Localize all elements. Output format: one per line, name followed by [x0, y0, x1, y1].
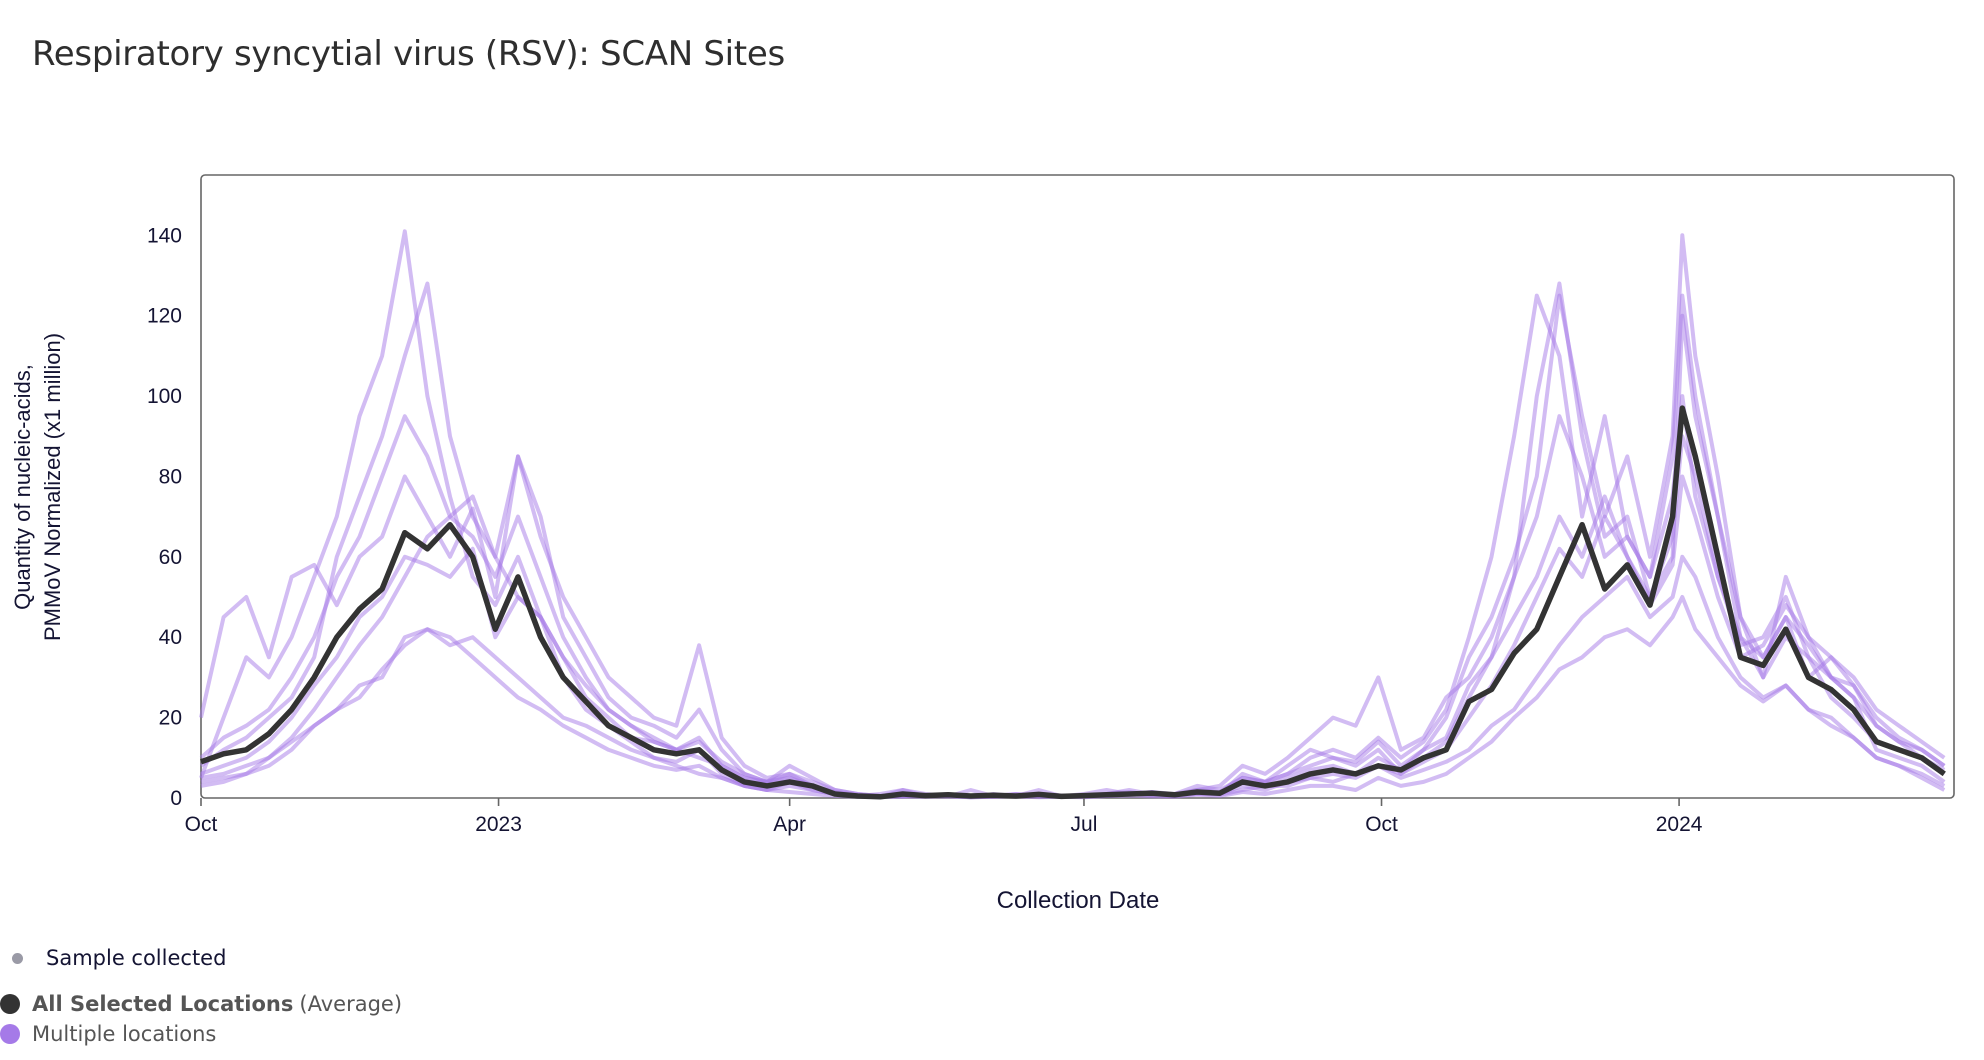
y-axis-label-line1: Quantity of nucleic-acids,	[10, 364, 35, 610]
y-tick-label: 120	[147, 305, 182, 328]
y-axis-ticks: 0 20 40 60 80 100 120 140	[147, 224, 182, 810]
y-tick-label: 80	[159, 465, 182, 488]
average-dot-icon	[0, 994, 20, 1014]
y-tick-label: 100	[147, 385, 182, 408]
location-series-line-5	[200, 434, 1946, 799]
legend-average-suffix: (Average)	[299, 992, 403, 1016]
x-tick-label: Jul	[1071, 813, 1098, 836]
y-tick-label: 140	[147, 224, 182, 247]
y-axis-label-line2: PMMoV Normalized (x1 million)	[40, 333, 65, 641]
legend-average[interactable]: All Selected Locations (Average)	[0, 992, 402, 1016]
y-tick-label: 20	[159, 707, 182, 730]
chart-title: Respiratory syncytial virus (RSV): SCAN …	[32, 34, 785, 74]
x-tick-label: Oct	[1365, 813, 1398, 836]
x-tick-label: Apr	[773, 813, 806, 836]
location-series-line-3	[200, 554, 1946, 800]
x-tick-label: Oct	[185, 813, 218, 836]
y-tick-label: 40	[159, 626, 182, 649]
x-tick-label: 2024	[1656, 813, 1703, 836]
x-axis-label: Collection Date	[997, 887, 1160, 914]
location-series-line-6	[200, 454, 1946, 800]
legend-sample-label: Sample collected	[46, 946, 227, 970]
sample-dot-icon	[12, 952, 23, 964]
locations-dot-icon	[0, 1024, 20, 1044]
y-tick-label: 60	[159, 546, 182, 569]
series-lines	[199, 229, 1946, 800]
average-series-line	[200, 405, 1946, 800]
x-tick-label: 2023	[475, 813, 522, 836]
y-tick-label: 0	[170, 787, 182, 810]
legend-sample-collected: Sample collected	[12, 946, 226, 970]
location-series-line-7	[200, 595, 1946, 800]
x-axis-ticks: Oct 2023 Apr Jul Oct 2024	[185, 798, 1703, 836]
legend-average-label: All Selected Locations	[32, 992, 294, 1016]
legend-multiple-locations[interactable]: Multiple locations	[0, 1022, 216, 1046]
legend-multiple-label: Multiple locations	[32, 1022, 217, 1046]
